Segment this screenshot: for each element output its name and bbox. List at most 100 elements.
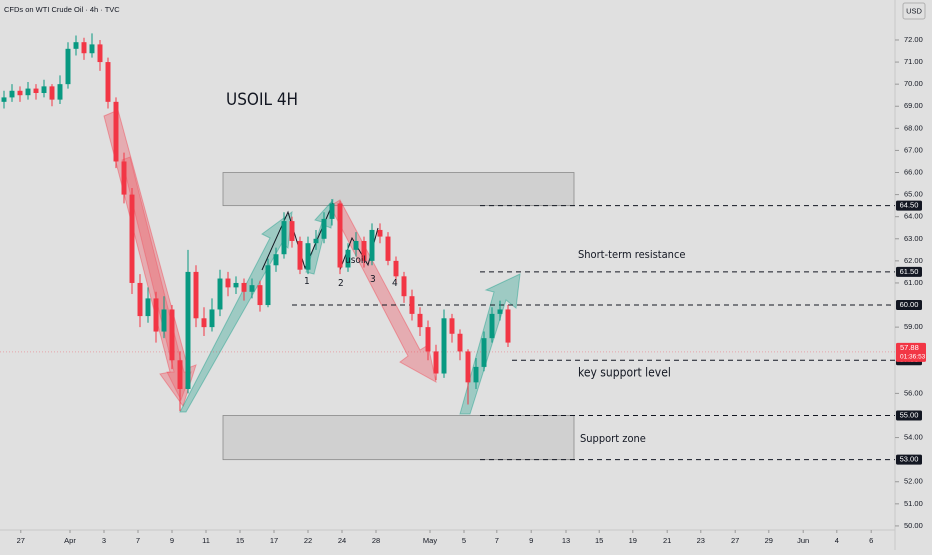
candle-body <box>89 44 95 54</box>
x-tick-label: 17 <box>270 536 278 545</box>
annotation: usoil <box>345 255 366 266</box>
candle-body <box>121 161 127 195</box>
candle-body <box>201 318 207 328</box>
annotation: 3 <box>370 274 376 285</box>
x-tick-label: May <box>423 536 437 545</box>
candle-body <box>321 218 327 239</box>
level-label: 53.00 <box>900 455 919 464</box>
candle-body <box>25 88 31 96</box>
candle-body <box>209 309 215 328</box>
annotation: 4 <box>392 278 398 289</box>
x-tick-label: 27 <box>731 536 739 545</box>
candle-body <box>257 285 263 306</box>
candle-body <box>49 86 55 100</box>
y-tick-label: 63.00 <box>904 234 923 243</box>
level-badge <box>896 200 922 211</box>
candle-body <box>377 229 383 237</box>
candle-body <box>185 271 191 389</box>
annotation: Short-term resistance <box>578 248 685 261</box>
candle-body <box>401 276 407 297</box>
candle-body <box>473 366 479 383</box>
x-tick-label: 22 <box>304 536 312 545</box>
y-tick-label: 66.00 <box>904 167 923 176</box>
candle-body <box>57 84 63 100</box>
x-tick-label: 3 <box>102 536 106 545</box>
countdown: 01:36:53 <box>900 354 926 361</box>
y-tick-label: 72.00 <box>904 35 923 44</box>
level-badge <box>896 410 922 421</box>
candle-body <box>297 240 303 270</box>
candle-body <box>409 296 415 314</box>
x-tick-label: 13 <box>562 536 570 545</box>
y-tick-label: 54.00 <box>904 433 923 442</box>
candle-body <box>129 194 135 283</box>
y-tick-label: 52.00 <box>904 477 923 486</box>
candle-body <box>353 240 359 250</box>
y-tick-label: 51.00 <box>904 499 923 508</box>
red-arrow <box>329 199 437 383</box>
candle-body <box>153 298 159 332</box>
y-tick-label: 56.00 <box>904 388 923 397</box>
candle-body <box>313 238 319 244</box>
candle-body <box>457 333 463 352</box>
candle-body <box>393 260 399 277</box>
candle-body <box>289 221 295 241</box>
candle-body <box>97 44 103 63</box>
candle-body <box>137 282 143 317</box>
candle-body <box>345 249 351 268</box>
currency: USD <box>906 6 922 15</box>
x-tick-label: Jun <box>797 536 809 545</box>
candle-body <box>217 278 223 310</box>
candle-body <box>225 278 231 288</box>
candle-body <box>1 97 7 102</box>
candle-body <box>73 42 79 49</box>
candle-body <box>177 360 183 389</box>
y-tick-label: 61.00 <box>904 278 923 287</box>
x-tick-label: 19 <box>629 536 637 545</box>
candle-body <box>337 203 343 268</box>
currency-box <box>902 2 926 20</box>
zone <box>222 415 575 461</box>
candle-body <box>489 313 495 339</box>
y-tick-label: 64.00 <box>904 212 923 221</box>
candle-body <box>449 318 455 334</box>
candle-body <box>193 271 199 319</box>
candle-body <box>361 240 367 261</box>
x-tick-label: 4 <box>835 536 839 545</box>
chart-header: CFDs on WTI Crude Oil · 4h · TVC <box>4 5 120 14</box>
last-price-badge <box>896 342 926 362</box>
x-tick-label: 7 <box>495 536 499 545</box>
candle-body <box>505 309 511 343</box>
x-tick-label: 29 <box>765 536 773 545</box>
candle-body <box>369 229 375 261</box>
candle-body <box>433 351 439 374</box>
candle-body <box>481 338 487 367</box>
candle-body <box>81 42 87 54</box>
x-tick-label: 21 <box>663 536 671 545</box>
level-label: 61.50 <box>900 267 919 276</box>
level-badge <box>896 454 922 465</box>
chart-title: USOIL 4H <box>226 90 298 110</box>
x-tick-label: 9 <box>170 536 174 545</box>
y-tick-label: 59.00 <box>904 322 923 331</box>
candle-body <box>273 254 279 266</box>
candle-body <box>169 309 175 361</box>
y-tick-label: 50.00 <box>904 521 923 530</box>
candle-body <box>17 90 23 96</box>
green-arrow <box>459 273 521 415</box>
level-badge <box>896 300 922 311</box>
candle-body <box>417 313 423 328</box>
x-tick-label: 23 <box>697 536 705 545</box>
candle-body <box>65 48 71 85</box>
annotation: key support level <box>578 366 671 380</box>
arrows <box>103 109 521 415</box>
candle-body <box>441 318 447 374</box>
x-tick-label: 24 <box>338 536 346 545</box>
y-tick-label: 62.00 <box>904 256 923 265</box>
y-tick-label: 69.00 <box>904 101 923 110</box>
level-label: 60.00 <box>900 300 919 309</box>
candle-body <box>425 327 431 352</box>
x-tick-label: 7 <box>136 536 140 545</box>
